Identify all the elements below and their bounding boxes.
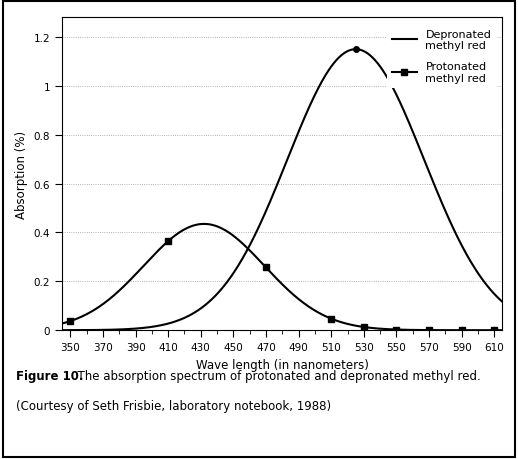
Y-axis label: Absorption (%): Absorption (%) [15, 130, 28, 218]
X-axis label: Wave length (in nanometers): Wave length (in nanometers) [196, 358, 369, 371]
Text: (Courtesy of Seth Frisbie, laboratory notebook, 1988): (Courtesy of Seth Frisbie, laboratory no… [16, 399, 330, 412]
Text: The absorption spectrum of protonated and depronated methyl red.: The absorption spectrum of protonated an… [70, 369, 481, 382]
Legend: Depronated
methyl red, Protonated
methyl red: Depronated methyl red, Protonated methyl… [386, 24, 497, 89]
Text: Figure 10.: Figure 10. [16, 369, 83, 382]
